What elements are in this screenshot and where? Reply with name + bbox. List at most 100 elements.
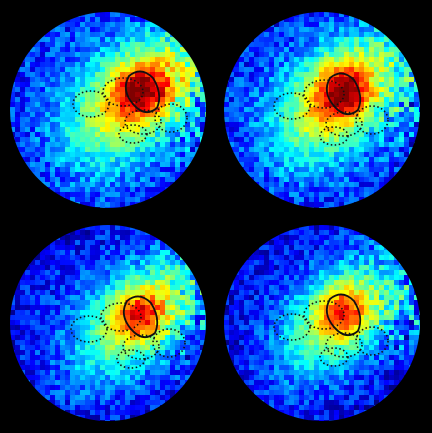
heatmap-cell (369, 82, 374, 87)
heatmap-cell (125, 305, 130, 310)
heatmap-cell (369, 240, 374, 245)
heatmap-cell (304, 12, 309, 17)
heatmap-cell (60, 340, 65, 345)
heatmap-cell (85, 330, 90, 335)
heatmap-cell (150, 395, 155, 400)
heatmap-cell (279, 22, 284, 27)
heatmap-cell (200, 87, 205, 92)
heatmap-cell (130, 162, 135, 167)
heatmap-cell (170, 107, 175, 112)
heatmap-cell (254, 142, 259, 147)
heatmap-cell (145, 260, 150, 265)
heatmap-cell (145, 157, 150, 162)
heatmap-cell (319, 177, 324, 182)
heatmap-cell (314, 265, 319, 270)
heatmap-cell (289, 152, 294, 157)
heatmap-cell (344, 300, 349, 305)
heatmap-cell (329, 360, 334, 365)
heatmap-cell (15, 92, 20, 97)
heatmap-cell (105, 230, 110, 235)
heatmap-cell (314, 112, 319, 117)
heatmap-cell (195, 295, 200, 300)
heatmap-cell (294, 177, 299, 182)
heatmap-cell (334, 142, 339, 147)
heatmap-cell (165, 112, 170, 117)
heatmap-cell (274, 310, 279, 315)
heatmap-cell (269, 355, 274, 360)
heatmap-cell (364, 182, 369, 187)
heatmap-cell (125, 72, 130, 77)
heatmap-cell (25, 335, 30, 340)
heatmap-cell (289, 37, 294, 42)
heatmap-cell (145, 162, 150, 167)
heatmap-cell (299, 250, 304, 255)
heatmap-cell (269, 97, 274, 102)
heatmap-cell (269, 57, 274, 62)
heatmap-cell (389, 157, 394, 162)
heatmap-cell (85, 415, 90, 420)
heatmap-cell (155, 192, 160, 197)
heatmap-cell (369, 265, 374, 270)
heatmap-cell (60, 300, 65, 305)
heatmap-cell (60, 325, 65, 330)
heatmap-cell (384, 270, 389, 275)
heatmap-cell (65, 62, 70, 67)
heatmap-cell (299, 192, 304, 197)
heatmap-cell (244, 87, 249, 92)
heatmap-cell (105, 142, 110, 147)
heatmap-cell (150, 147, 155, 152)
heatmap-cell (35, 270, 40, 275)
heatmap-cell (105, 42, 110, 47)
heatmap-cell (145, 87, 150, 92)
heatmap-cell (145, 97, 150, 102)
heatmap-cell (234, 102, 239, 107)
heatmap-cell (105, 355, 110, 360)
heatmap-cell (95, 152, 100, 157)
heatmap-cell (269, 290, 274, 295)
heatmap-cell (85, 335, 90, 340)
heatmap-cell (195, 320, 200, 325)
heatmap-cell (175, 360, 180, 365)
heatmap-cell (140, 157, 145, 162)
heatmap-cell (145, 295, 150, 300)
heatmap-cell (239, 102, 244, 107)
heatmap-cell (25, 152, 30, 157)
heatmap-cell (45, 260, 50, 265)
heatmap-cell (374, 245, 379, 250)
heatmap-cell (264, 102, 269, 107)
heatmap-cell (95, 42, 100, 47)
heatmap-cell (115, 152, 120, 157)
heatmap-cell (120, 202, 125, 207)
heatmap-cell (155, 280, 160, 285)
heatmap-cell (239, 335, 244, 340)
heatmap-cell (50, 340, 55, 345)
heatmap-cell (379, 325, 384, 330)
heatmap-cell (30, 157, 35, 162)
heatmap-cell (359, 360, 364, 365)
heatmap-cell (180, 97, 185, 102)
heatmap-cell (279, 137, 284, 142)
heatmap-cell (229, 345, 234, 350)
heatmap-cell (195, 117, 200, 122)
heatmap-cell (364, 305, 369, 310)
heatmap-cell (45, 290, 50, 295)
heatmap-cell (65, 112, 70, 117)
heatmap-cell (379, 295, 384, 300)
heatmap-cell (264, 265, 269, 270)
heatmap-cell (100, 415, 105, 420)
heatmap-cell (165, 360, 170, 365)
heatmap-cell (100, 390, 105, 395)
heatmap-cell (364, 47, 369, 52)
heatmap-cell (334, 152, 339, 157)
heatmap-cell (349, 182, 354, 187)
heatmap-cell (359, 350, 364, 355)
heatmap-cell (344, 137, 349, 142)
heatmap-cell (175, 112, 180, 117)
heatmap-cell (135, 112, 140, 117)
heatmap-cell (55, 300, 60, 305)
heatmap-cell (374, 152, 379, 157)
heatmap-cell (269, 240, 274, 245)
heatmap-cell (175, 82, 180, 87)
heatmap-cell (145, 405, 150, 410)
heatmap-cell (145, 320, 150, 325)
